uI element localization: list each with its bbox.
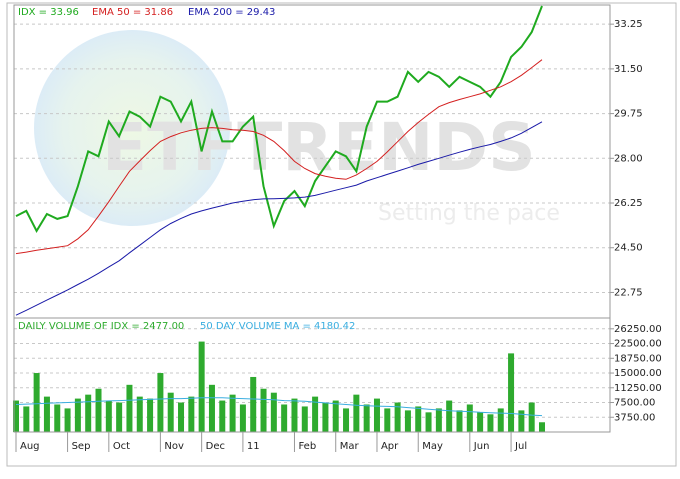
- volume-bar: [487, 414, 494, 432]
- legend-entry: DAILY VOLUME OF IDX = 2477.00: [18, 321, 184, 332]
- line-series: [15, 397, 543, 417]
- volume-bar: [332, 400, 339, 432]
- volume-bar: [497, 408, 504, 432]
- volume-bar: [229, 394, 236, 432]
- volume-bar: [239, 404, 246, 432]
- volume-bar: [219, 400, 226, 432]
- volume-bar: [343, 408, 350, 432]
- volume-bar: [208, 384, 215, 432]
- volume-bar: [64, 408, 71, 432]
- volume-bar: [95, 388, 102, 432]
- volume-bar: [126, 384, 133, 432]
- legend-entry: IDX = 33.96: [18, 7, 79, 18]
- volume-bar: [85, 394, 92, 432]
- x-tick-label: 11: [247, 441, 260, 452]
- volume-bar: [270, 392, 277, 432]
- volume-bar: [528, 402, 535, 432]
- volume-bar: [435, 408, 442, 432]
- volume-bar: [188, 396, 195, 432]
- volume-bar: [508, 353, 515, 432]
- volume-bar: [394, 402, 401, 432]
- y-tick-label: 29.75: [614, 109, 643, 120]
- volume-bar: [147, 398, 154, 432]
- volume-bar: [260, 388, 267, 432]
- volume-bar: [539, 422, 545, 432]
- plot-frame: [13, 4, 611, 433]
- logo-circle: [34, 30, 230, 226]
- volume-bar: [198, 341, 205, 432]
- watermark: ETFTRENDS: [102, 109, 536, 186]
- volume-bar: [105, 400, 112, 432]
- line-series: [15, 121, 543, 316]
- y-tick-label: 18750.00: [614, 353, 662, 364]
- y-tick-label: 11250.00: [614, 383, 662, 394]
- y-tick-label: 22500.00: [614, 339, 662, 350]
- y-tick-label: 3750.00: [614, 412, 655, 423]
- volume-bar: [167, 392, 174, 432]
- volume-bar: [178, 402, 185, 432]
- y-tick-label: 15000.00: [614, 368, 662, 379]
- volume-bar: [54, 404, 61, 432]
- x-tick-label: Apr: [381, 441, 399, 452]
- volume-bar: [446, 400, 453, 432]
- x-tick-label: Oct: [113, 441, 130, 452]
- volume-bar: [291, 398, 298, 432]
- volume-bar: [415, 406, 422, 432]
- volume-bar: [353, 394, 360, 432]
- y-tick-label: 24.50: [614, 243, 643, 254]
- x-tick-label: Mar: [340, 441, 360, 452]
- y-tick-label: 22.75: [614, 287, 643, 298]
- volume-bar: [322, 402, 329, 432]
- volume-bar: [250, 376, 257, 432]
- volume-bar: [384, 408, 391, 432]
- legend-entry: EMA 50 = 31.86: [92, 7, 173, 18]
- volume-bar: [477, 412, 484, 432]
- x-tick-label: Dec: [206, 441, 225, 452]
- volume-bar: [363, 404, 370, 432]
- x-tick-label: Feb: [298, 441, 316, 452]
- volume-bar: [33, 373, 40, 432]
- plot-layer: 22.75 24.50 26.25 28.00 29.75 31.50 33.25 IDX =…: [13, 5, 662, 452]
- x-tick-label: Nov: [164, 441, 184, 452]
- volume-bar: [23, 406, 30, 432]
- line-series: [15, 59, 543, 255]
- volume-bar: [157, 373, 164, 432]
- volume-bar: [466, 404, 473, 432]
- x-tick-label: May: [422, 441, 443, 452]
- volume-bar: [425, 412, 432, 432]
- x-tick-label: Jul: [514, 441, 527, 452]
- x-tick-label: Aug: [20, 441, 40, 452]
- x-tick-label: Sep: [72, 441, 91, 452]
- legend-entry: EMA 200 = 29.43: [188, 7, 275, 18]
- y-tick-label: 28.00: [614, 153, 643, 164]
- volume-bar: [456, 410, 463, 432]
- volume-bar: [74, 398, 81, 432]
- volume-bar: [301, 406, 308, 432]
- y-tick-label: 7500.00: [614, 398, 655, 409]
- x-tick-label: Jun: [473, 441, 490, 452]
- watermark-subtitle: Setting the pace: [378, 201, 560, 226]
- line-series: [15, 5, 543, 233]
- volume-bar: [312, 396, 319, 432]
- volume-bar: [43, 396, 50, 432]
- y-tick-label: 26250.00: [614, 324, 662, 335]
- volume-bar: [404, 410, 411, 432]
- volume-bar: [13, 400, 19, 432]
- volume-bar: [518, 410, 525, 432]
- volume-bar: [281, 404, 288, 432]
- y-tick-label: 33.25: [614, 19, 643, 30]
- y-tick-label: 31.50: [614, 64, 643, 75]
- volume-bar: [136, 396, 143, 432]
- volume-bar: [373, 398, 380, 432]
- legend-entry: 50 DAY VOLUME MA = 4180.42: [200, 321, 355, 332]
- y-tick-label: 26.25: [614, 198, 643, 209]
- volume-bar: [116, 402, 123, 432]
